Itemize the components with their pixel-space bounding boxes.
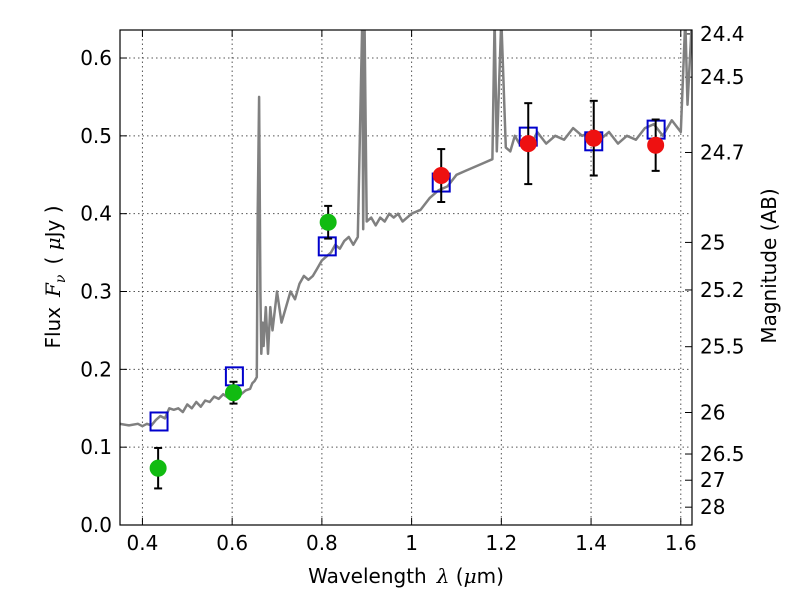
grid [120,30,692,526]
x-tick-label: 0.8 [306,531,338,555]
x-tick-label: 0.4 [127,531,159,555]
plot-area [120,30,692,490]
magnitude-tick-label: 25.5 [700,335,745,359]
x-axis-label: Wavelength λ (μm) [308,564,504,588]
infrared-photometry-point [647,136,665,154]
infrared-photometry-point [585,129,603,147]
spectrum-layer [120,30,692,428]
y-tick-label: 0.4 [80,202,112,226]
optical-photometry-point [319,213,337,231]
errorbar-layer [154,99,660,490]
y-tick-label: 0.3 [80,280,112,304]
model-photometry-square [149,411,169,432]
optical-photometry-point [225,384,243,402]
plot-frame [119,29,693,526]
y-axis-label: FluxFν( μJy ) [41,205,69,348]
y-tick-label: 0.5 [80,124,112,148]
magnitude-tick-label: 27 [700,468,725,492]
ticks [120,30,692,526]
y-tick-label: 0.0 [80,513,112,537]
x-tick-label: 0.6 [216,531,248,555]
magnitude-tick-labels: 24.4 24.5 24.7 25 25.2 25.5 26 26.527 28 [700,22,745,519]
y-tick-label: 0.1 [80,435,112,459]
magnitude-tick-label: 24.7 [700,140,745,164]
magnitude-tick-label: 25 [700,230,725,254]
infrared-photometry-point [432,167,450,185]
x-tick-label: 1.4 [575,531,607,555]
magnitude-tick-label: 24.5 [700,65,745,89]
x-tick-label: 1.6 [665,531,697,555]
infrared-photometry-point [519,135,537,153]
x-tick-label: 1 [405,531,418,555]
model-photometry-layer [149,119,666,432]
y-tick-label: 0.2 [80,357,112,381]
magnitude-tick-label: 26.5 [700,442,745,466]
y-tick-label: 0.6 [80,46,112,70]
spectrum-line [120,30,692,428]
observed-photometry-layer [149,129,665,477]
x-tick-labels: 0.4 0.6 0.8 1 1.2 1.4 1.6 [127,531,697,555]
magnitude-axis-label: Magnitude (AB) [757,188,781,343]
x-tick-label: 1.2 [485,531,517,555]
optical-photometry-point [149,459,167,477]
magnitude-tick-label: 26 [700,401,725,425]
magnitude-tick-label: 24.4 [700,22,745,46]
magnitude-tick-label: 25.2 [700,278,745,302]
magnitude-tick-label: 28 [700,495,725,519]
y-tick-labels: 0.0 0.1 0.2 0.3 0.4 0.5 0.6 [80,46,112,537]
